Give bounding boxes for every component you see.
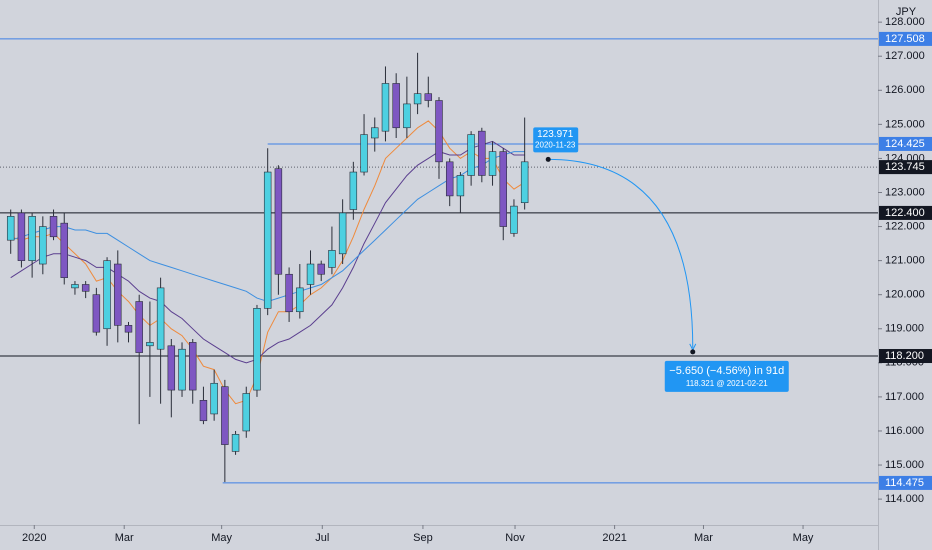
candle-body — [253, 308, 261, 391]
candle-body — [510, 205, 518, 234]
x-tick-label: Jul — [315, 532, 329, 544]
x-tick-label: Mar — [694, 532, 713, 544]
level-label-box — [879, 349, 932, 364]
candle-body — [445, 161, 454, 197]
candle-body — [231, 434, 240, 452]
candle-body — [221, 386, 229, 445]
forecast-change: −5.650 (−4.56%) in 91d — [669, 365, 784, 377]
y-tick-label: 122.000 — [885, 220, 925, 232]
candle-body — [263, 171, 272, 309]
x-tick-label: Sep — [413, 532, 433, 544]
forecast-arc — [548, 158, 694, 348]
candle-body — [424, 93, 433, 101]
y-tick-label: 120.000 — [885, 289, 925, 301]
candle-body — [167, 345, 176, 391]
forecast-start-date: 2020-11-23 — [535, 141, 576, 150]
candle-body — [392, 83, 400, 129]
level-label: 122.400 — [885, 207, 925, 219]
level-label-box — [879, 136, 932, 151]
candle-body — [499, 151, 507, 227]
candle-body — [146, 342, 154, 347]
level-label-box — [879, 205, 932, 220]
candle-body — [274, 168, 283, 275]
candle-body — [296, 287, 304, 313]
candle-body — [81, 284, 90, 292]
candle-body — [6, 216, 15, 241]
x-tick-label: 2021 — [602, 532, 626, 544]
candle-body — [71, 284, 79, 289]
x-tick-label: May — [793, 532, 814, 544]
candle-body — [478, 130, 486, 176]
candle-body — [328, 250, 336, 268]
candle-body — [435, 100, 443, 163]
forecast-start — [545, 156, 551, 162]
x-tick-label: 2020 — [22, 532, 46, 544]
candle-body — [349, 171, 358, 210]
x-tick-label: May — [211, 532, 232, 544]
candle-body — [338, 212, 347, 255]
level-label: 124.425 — [885, 138, 925, 150]
candle-body — [114, 263, 122, 326]
candle-body — [403, 103, 411, 129]
y-tick-label: 117.000 — [885, 391, 924, 403]
y-tick-label: 121.000 — [885, 255, 925, 267]
candle-body — [28, 216, 36, 261]
forecast-target: 118.321 @ 2021-02-21 — [686, 379, 768, 388]
candle-body — [135, 301, 143, 353]
candle-body — [210, 382, 218, 415]
candle-body — [285, 273, 293, 313]
currency-label: JPY — [896, 6, 917, 18]
candle-body — [488, 151, 497, 176]
candle-body — [520, 161, 529, 204]
candle-body — [178, 348, 186, 391]
y-tick-label: 115.000 — [885, 459, 924, 471]
candle-body — [306, 263, 315, 285]
y-tick-label: 114.000 — [885, 493, 924, 505]
candle-body — [456, 175, 465, 197]
level-label: 118.200 — [885, 350, 924, 362]
candle-body — [17, 212, 26, 261]
forecast-start-box — [533, 127, 579, 153]
candle-body — [360, 134, 368, 173]
y-tick-label: 125.000 — [885, 118, 925, 130]
y-tick-label: 123.000 — [885, 186, 925, 198]
candle-body — [103, 260, 111, 330]
level-label-box — [879, 475, 932, 490]
candle-body — [467, 134, 475, 176]
y-tick-label: 128.000 — [885, 16, 925, 28]
level-label: 127.508 — [885, 33, 925, 45]
candle-body — [92, 294, 101, 333]
level-label: 114.475 — [885, 477, 924, 489]
candle-body — [39, 226, 47, 265]
candle-body — [156, 287, 165, 350]
x-tick-label: Mar — [115, 532, 134, 544]
last-price-label-box — [879, 160, 932, 175]
forecast-end-box — [664, 360, 789, 392]
forecast-end — [690, 349, 696, 355]
candle-body — [60, 222, 68, 278]
y-tick-label: 119.000 — [885, 323, 924, 335]
last-price-label: 123.745 — [885, 161, 925, 173]
y-tick-label: 126.000 — [885, 84, 925, 96]
candle-body — [49, 216, 58, 238]
candle-body — [189, 342, 197, 391]
y-tick-label: 116.000 — [885, 425, 924, 437]
x-tick-label: Nov — [505, 532, 525, 544]
candle-body — [381, 83, 390, 132]
candle-body — [242, 393, 250, 432]
candle-body — [371, 127, 379, 139]
level-label-box — [879, 31, 932, 46]
candle-body — [317, 263, 325, 275]
y-tick-label: 127.000 — [885, 50, 925, 62]
candle-body — [199, 400, 208, 422]
forecast-start-price: 123.971 — [537, 129, 574, 140]
candle-body — [413, 93, 422, 105]
candle-body — [124, 325, 133, 333]
